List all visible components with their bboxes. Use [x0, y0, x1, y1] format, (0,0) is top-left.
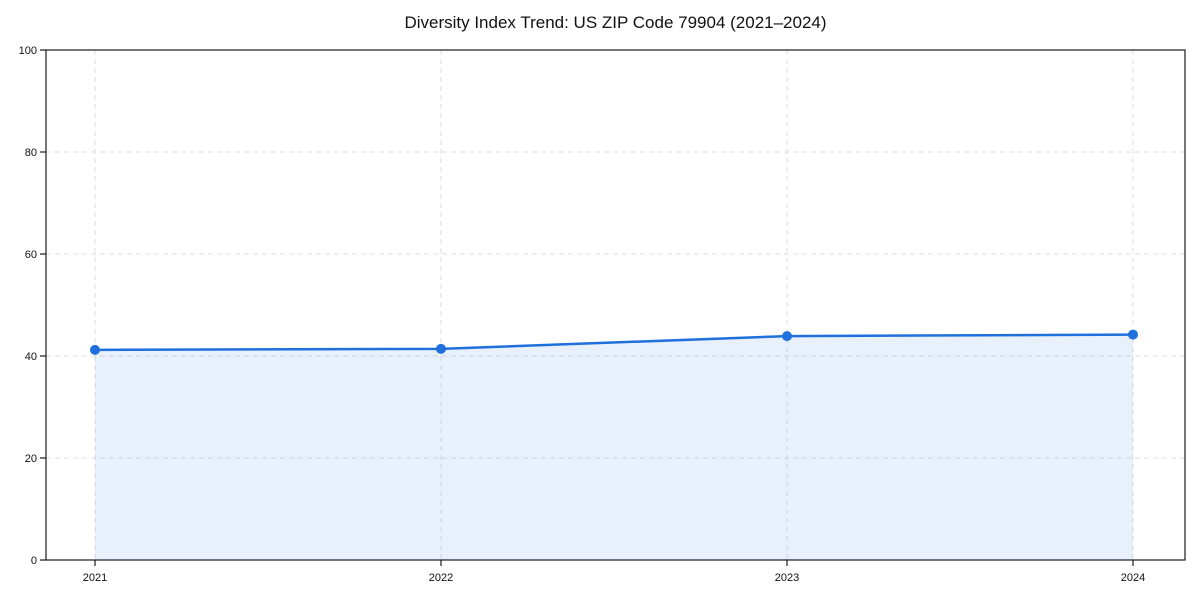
trend-line — [93, 333, 1135, 352]
y-tick-label-60: 60 — [25, 249, 37, 261]
plot-border — [45, 49, 1186, 561]
data-point-2022 — [436, 343, 446, 354]
y-tick-label-100: 100 — [19, 45, 37, 57]
x-tick-label-2022: 2022 — [429, 572, 453, 584]
data-point-2024 — [1128, 329, 1138, 340]
chart-title: Diversity Index Trend: US ZIP Code 79904… — [404, 13, 827, 32]
y-tick-label-40: 40 — [25, 351, 37, 363]
y-tick-label-20: 20 — [25, 453, 37, 465]
data-point-2021 — [90, 344, 100, 355]
y-tick-label-0: 0 — [31, 555, 37, 567]
x-tick-label-2024: 2024 — [1121, 572, 1145, 584]
area-fill — [95, 334, 1133, 560]
data-point-2023 — [782, 331, 792, 342]
y-tick-label-80: 80 — [25, 147, 37, 159]
x-tick-label-2021: 2021 — [83, 572, 107, 584]
x-tick-label-2023: 2023 — [775, 572, 799, 584]
